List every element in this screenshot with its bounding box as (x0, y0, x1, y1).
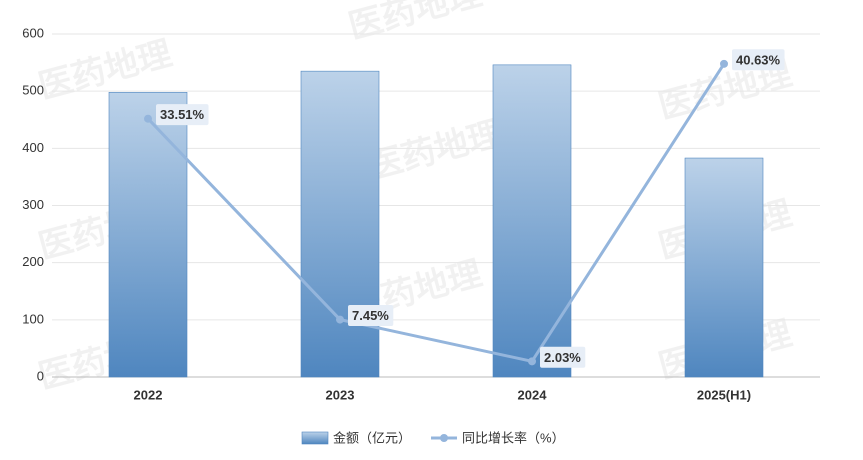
legend-swatch (301, 431, 329, 445)
legend-label: 同比增长率（%） (462, 430, 565, 445)
x-tick-label: 2025(H1) (697, 387, 751, 402)
data-label: 40.63% (736, 52, 781, 67)
bar (684, 157, 764, 378)
data-label-bg (156, 104, 209, 126)
y-tick-label: 500 (22, 83, 44, 98)
legend-label: 金额（亿元） (333, 430, 411, 445)
y-tick-label: 100 (22, 311, 44, 326)
x-tick-label: 2023 (326, 387, 355, 402)
line-point (144, 114, 152, 123)
line-point (720, 59, 728, 68)
bar (108, 92, 188, 378)
bar (492, 64, 572, 378)
watermark: 医药地理 (345, 0, 486, 46)
watermark: 医药地理 (365, 115, 506, 187)
line (146, 63, 726, 364)
y-tick-label: 200 (22, 254, 44, 269)
data-label: 2.03% (544, 350, 581, 365)
data-label-bg (348, 305, 394, 327)
y-tick-label: 400 (22, 140, 44, 155)
data-label-bg (732, 49, 785, 71)
y-tick-label: 300 (22, 197, 44, 212)
y-tick-label: 0 (37, 368, 44, 383)
legend-swatch (440, 434, 449, 442)
y-tick-label: 600 (22, 25, 44, 40)
x-tick-label: 2024 (518, 387, 548, 402)
x-tick-label: 2022 (134, 387, 163, 402)
line-point (336, 315, 344, 324)
data-label-bg (540, 346, 586, 368)
line-point (528, 357, 536, 366)
data-label: 7.45% (352, 308, 389, 323)
bar (300, 70, 380, 378)
data-label: 33.51% (160, 107, 205, 122)
